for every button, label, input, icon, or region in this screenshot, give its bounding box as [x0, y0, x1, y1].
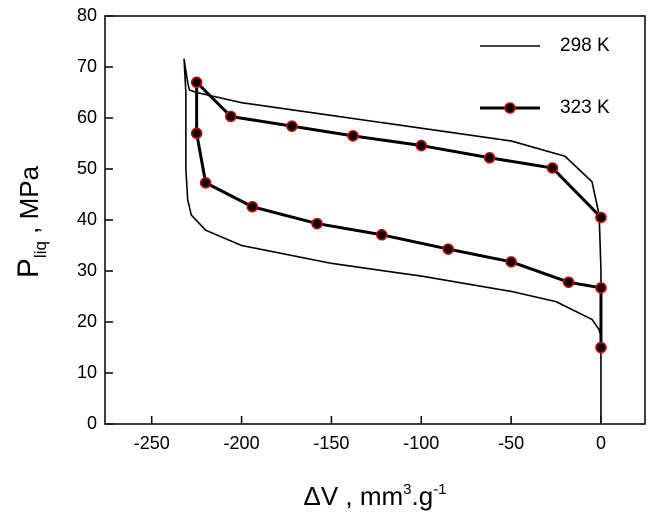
series-marker	[415, 139, 428, 152]
series-marker	[546, 162, 559, 174]
series-marker	[286, 120, 298, 132]
series-marker	[505, 256, 517, 268]
x-tick-label: 0	[596, 433, 606, 453]
y-tick-label: 50	[77, 158, 97, 178]
y-tick-label: 70	[77, 56, 97, 76]
series-marker	[311, 217, 323, 230]
x-tick-label: -250	[134, 433, 170, 453]
series-marker	[347, 130, 359, 142]
series-marker	[442, 243, 454, 255]
y-tick-label: 40	[77, 209, 97, 229]
legend-marker	[504, 102, 516, 114]
series-line	[183, 58, 602, 424]
y-tick-label: 60	[77, 107, 97, 127]
x-tick-label: -150	[313, 433, 349, 453]
series-marker	[595, 341, 607, 354]
series-marker	[595, 282, 607, 294]
series-marker	[199, 177, 212, 189]
series-marker	[595, 211, 607, 224]
plot-frame	[104, 15, 646, 425]
series-marker	[483, 152, 496, 164]
y-axis-title: Pliq , MPa	[12, 165, 50, 278]
x-tick-label: -200	[224, 433, 260, 453]
series-marker	[225, 110, 237, 123]
series-line	[195, 80, 603, 348]
series-marker	[190, 127, 203, 140]
x-tick-label: -50	[498, 433, 524, 453]
y-tick-label: 10	[77, 362, 97, 382]
series-marker	[246, 200, 259, 213]
series-marker	[562, 276, 575, 288]
legend-label: 323 K	[560, 97, 610, 118]
legend-label: 298 K	[560, 35, 610, 56]
y-tick-label: 0	[87, 413, 97, 433]
y-tick-label: 20	[77, 311, 97, 331]
x-axis-title: ΔV , mm3.g-1	[303, 481, 446, 511]
series-marker	[190, 76, 203, 89]
y-tick-label: 80	[77, 5, 97, 25]
x-tick-label: -100	[403, 433, 439, 453]
y-tick-label: 30	[77, 260, 97, 280]
series-marker	[375, 229, 388, 241]
